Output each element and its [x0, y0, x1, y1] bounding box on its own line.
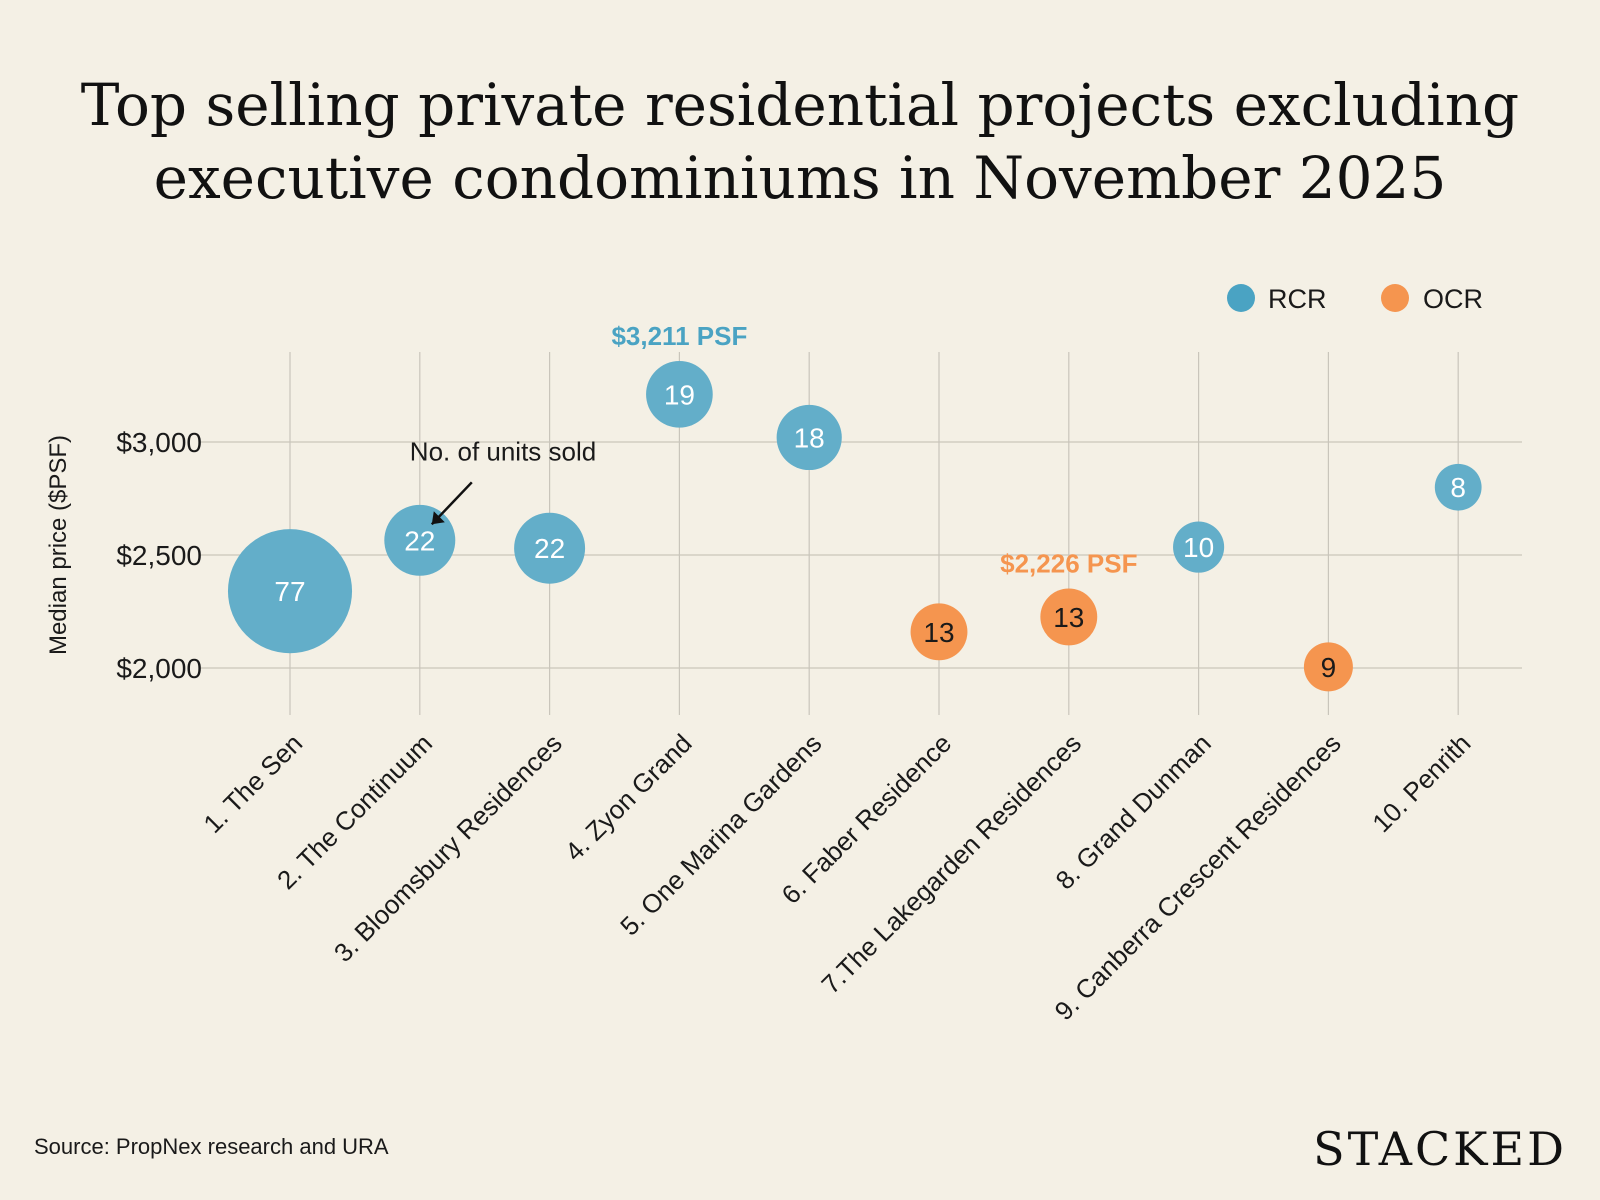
bubble-value-label: 22	[534, 533, 565, 564]
bubble-value-label: 9	[1321, 652, 1337, 683]
bubble-value-label: 13	[923, 617, 954, 648]
bubble-3-bloomsbury-residences	[514, 512, 586, 584]
bubble-value-label: 13	[1053, 602, 1084, 633]
legend-item-rcr: RCR	[1227, 284, 1327, 314]
y-tick-label: $3,000	[116, 427, 202, 458]
legend: RCR OCR	[1227, 284, 1483, 314]
bubble-value-label: 10	[1183, 532, 1214, 563]
legend-item-ocr: OCR	[1381, 284, 1483, 314]
chart-title-line-2: executive condominiums in November 2025	[154, 144, 1447, 212]
bubble-value-label: 22	[404, 525, 435, 556]
y-tick-label: $2,000	[116, 653, 202, 684]
units-sold-note-text: No. of units sold	[410, 436, 596, 466]
y-tick-label: $2,500	[116, 540, 202, 571]
arrow-head-icon	[431, 511, 445, 525]
bubble-value-label: 8	[1450, 472, 1466, 503]
source-text: Source: PropNex research and URA	[34, 1134, 389, 1159]
chart-title-line-1: Top selling private residential projects…	[81, 71, 1519, 139]
y-axis-ticks: $2,000 $2,500 $3,000	[116, 427, 202, 684]
price-annotation: $3,211 PSF	[611, 321, 747, 351]
price-annotation: $2,226 PSF	[1000, 548, 1137, 578]
legend-label-ocr: OCR	[1423, 284, 1483, 314]
legend-dot-ocr	[1381, 284, 1409, 312]
bubble-4-zyon-grand	[646, 360, 713, 428]
bubble-5-one-marina-gardens	[776, 404, 842, 471]
bubble-1-the-sen	[227, 529, 353, 654]
brand-logo: STACKED	[1313, 1122, 1567, 1176]
bubble-10-penrith	[1434, 463, 1482, 511]
bubble-value-label: 77	[274, 576, 305, 607]
bubble-9-canberra-crescent-residences	[1303, 642, 1353, 692]
bubble-7-the-lakegarden-residences	[1040, 588, 1098, 646]
bubbles: 77 22 22 19 18 13 13 10 9 8	[227, 360, 1482, 692]
y-axis-label: Median price ($PSF)	[45, 435, 72, 655]
legend-dot-rcr	[1227, 284, 1255, 312]
bubble-value-label: 18	[794, 422, 825, 453]
legend-label-rcr: RCR	[1268, 284, 1327, 314]
bubble-8-grand-dunman	[1173, 521, 1225, 573]
units-sold-note: No. of units sold	[410, 436, 596, 526]
bubble-6-faber-residence	[910, 603, 968, 661]
bubble-value-label: 19	[664, 379, 695, 410]
price-annotations: $3,211 PSF $2,226 PSF	[611, 321, 1137, 579]
